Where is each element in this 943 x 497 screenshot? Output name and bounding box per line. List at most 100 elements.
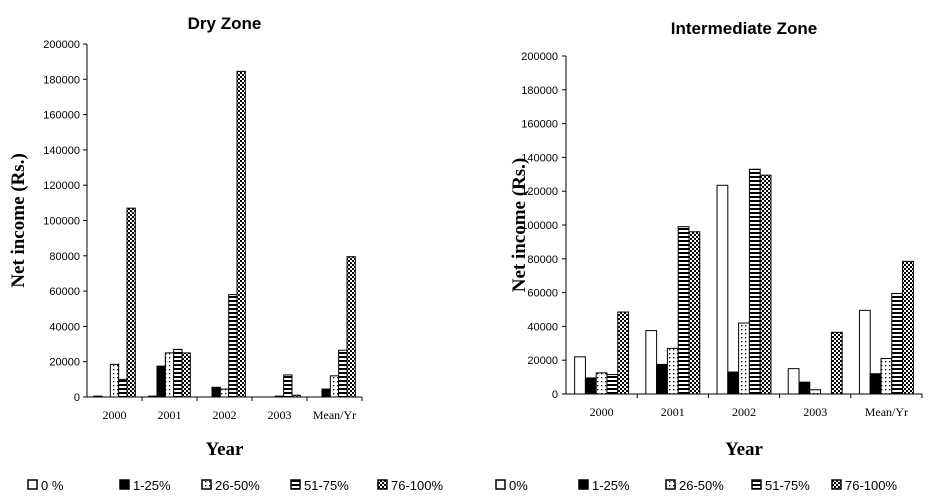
y-tick-label: 120000 — [43, 180, 80, 192]
legend-label-51-75: 51-75% — [765, 478, 810, 493]
x-tick-label: 2003 — [268, 408, 292, 422]
bar-51-75-2001 — [677, 226, 690, 395]
bar-1-25-2002 — [727, 371, 740, 395]
bar-26-50-mean-yr — [329, 375, 340, 398]
y-tick-label: 40000 — [49, 321, 80, 333]
x-tick-label: Mean/Yr — [313, 408, 356, 422]
x-tick-label: Mean/Yr — [865, 405, 908, 419]
y-tick-label: 160000 — [43, 110, 80, 122]
legend-swatch-26-50 — [201, 479, 212, 490]
bar-0-2000 — [93, 395, 103, 398]
x-axis-title: Year — [725, 439, 764, 460]
legend-swatch-26-50 — [665, 479, 676, 490]
y-axis-title: Net income (Rs.) — [509, 158, 530, 293]
legend: 0 % 1-25% 26-50% 51-75% 76-100% — [27, 478, 443, 493]
y-tick-label: 140000 — [521, 152, 558, 164]
legend-label-26-50: 26-50% — [215, 478, 260, 493]
chart-panel-dry-zone: Dry Zone 0 20000 40000 60000 80000 100000 12000… — [8, 14, 443, 493]
bar-76-100-2001 — [688, 231, 701, 395]
bar-51-75-2000 — [606, 374, 619, 395]
bar-26-50-2001 — [164, 352, 175, 398]
y-axis-title: Net income (Rs.) — [8, 153, 29, 288]
bar-76-100-2000 — [126, 207, 136, 398]
bar-1-25-2003 — [798, 381, 811, 395]
bar-1-25-2001 — [656, 363, 668, 395]
legend-label-26-50: 26-50% — [679, 478, 724, 493]
legend-swatch-51-75 — [751, 479, 762, 490]
legend-swatch-51-75 — [290, 479, 301, 490]
bar-76-100-2002 — [759, 174, 772, 395]
legend-swatch-0 — [27, 479, 38, 490]
y-tick-label: 100000 — [43, 216, 80, 228]
bar-1-25-2001 — [156, 365, 166, 398]
bar-76-100-2002 — [236, 70, 246, 398]
legend-label-76-100: 76-100% — [845, 478, 897, 493]
bar-26-50-2000 — [595, 372, 608, 395]
bar-1-25-2000 — [584, 377, 597, 395]
y-tick-label: 20000 — [527, 355, 558, 367]
x-tick-label: 2003 — [803, 405, 827, 419]
bar-1-25-2002 — [211, 386, 221, 398]
legend-swatch-1-25 — [578, 479, 589, 490]
x-tick-label: 2002 — [213, 408, 237, 422]
legend-label-76-100: 76-100% — [391, 478, 443, 493]
bar-51-75-2002 — [748, 168, 761, 395]
y-tick-label: 20000 — [49, 357, 80, 369]
bar-26-50-2001 — [666, 347, 679, 395]
bar-51-75-mean-yr — [338, 349, 348, 398]
bar-26-50-2003 — [274, 395, 285, 398]
y-tick-label: 200000 — [521, 51, 558, 63]
legend-label-0: 0 % — [41, 478, 64, 493]
bar-1-25-mean-yr — [869, 373, 882, 395]
bar-26-50-2000 — [109, 363, 120, 398]
y-tick-label: 160000 — [521, 119, 558, 131]
bar-51-75-2001 — [173, 348, 183, 398]
bar-0-mean-yr — [858, 309, 871, 395]
legend-swatch-0 — [495, 479, 506, 490]
bar-76-100-2000 — [617, 311, 630, 395]
bar-0-2000 — [574, 356, 586, 395]
y-tick-label: 0 — [74, 392, 80, 404]
legend-label-0: 0% — [509, 478, 528, 493]
bar-0-2002 — [716, 184, 729, 395]
bar-76-100-mean-yr — [346, 256, 356, 398]
y-tick-label: 180000 — [521, 85, 558, 97]
y-tick-label: 140000 — [43, 145, 80, 157]
y-tick-label: 100000 — [521, 220, 558, 232]
x-tick-label: 2000 — [103, 408, 127, 422]
legend-label-1-25: 1-25% — [592, 478, 630, 493]
chart-panel-intermediate-zone: Intermediate Zone 0 20000 40000 60000 80000 10… — [495, 19, 923, 493]
legend-swatch-76-100 — [377, 479, 388, 490]
x-tick-label: 2001 — [661, 405, 685, 419]
legend-label-51-75: 51-75% — [304, 478, 349, 493]
legend: 0% 1-25% 26-50% 51-75% 76-100% — [495, 478, 897, 493]
bar-76-100-2001 — [181, 352, 191, 398]
x-tick-label: 2002 — [732, 405, 756, 419]
y-tick-label: 200000 — [43, 39, 80, 51]
chart-title: Dry Zone — [188, 14, 262, 33]
y-tick-label: 80000 — [527, 254, 558, 266]
y-tick-label: 80000 — [49, 251, 80, 263]
legend-swatch-76-100 — [831, 479, 842, 490]
bar-51-75-mean-yr — [891, 292, 904, 395]
bar-0-2003 — [787, 368, 800, 395]
chart-title: Intermediate Zone — [671, 19, 817, 38]
x-tick-label: 2001 — [158, 408, 182, 422]
bar-51-75-2003 — [283, 374, 293, 398]
bar-1-25-mean-yr — [321, 388, 331, 398]
x-tick-label: 2000 — [590, 405, 614, 419]
bar-76-100-mean-yr — [902, 260, 914, 395]
bar-26-50-mean-yr — [880, 358, 893, 395]
bar-26-50-2003 — [809, 389, 822, 395]
bar-26-50-2002 — [738, 322, 750, 395]
y-tick-label: 0 — [552, 389, 558, 401]
bar-76-100-2003 — [291, 394, 301, 398]
bar-51-75-2002 — [228, 294, 238, 398]
bar-26-50-2002 — [219, 388, 230, 398]
y-tick-label: 120000 — [521, 186, 558, 198]
bar-51-75-2000 — [118, 378, 128, 398]
bar-0-2001 — [148, 395, 158, 398]
legend-label-1-25: 1-25% — [133, 478, 171, 493]
legend-swatch-1-25 — [119, 479, 130, 490]
